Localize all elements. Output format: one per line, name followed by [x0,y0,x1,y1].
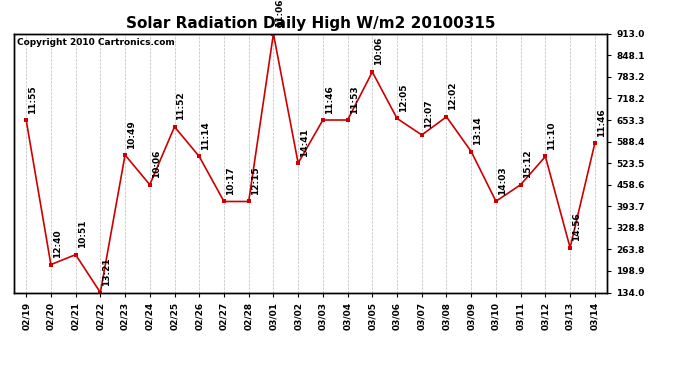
Text: 13:14: 13:14 [473,116,482,145]
Text: 10:51: 10:51 [77,220,86,248]
Text: 12:05: 12:05 [399,84,408,112]
Text: 11:46: 11:46 [325,85,334,114]
Text: 11:55: 11:55 [28,85,37,114]
Text: 10:06: 10:06 [152,150,161,178]
Text: 14:41: 14:41 [300,128,309,157]
Text: 13:21: 13:21 [102,257,111,286]
Text: 11:06: 11:06 [275,0,284,27]
Text: 11:52: 11:52 [177,92,186,120]
Text: 12:40: 12:40 [53,230,62,258]
Text: 10:17: 10:17 [226,166,235,195]
Text: 15:12: 15:12 [522,150,531,178]
Text: 14:03: 14:03 [498,166,507,195]
Text: 11:14: 11:14 [201,121,210,150]
Text: 10:49: 10:49 [127,120,136,148]
Text: 12:15: 12:15 [250,166,259,195]
Text: 14:56: 14:56 [572,213,581,241]
Text: 12:02: 12:02 [448,82,457,110]
Text: 12:07: 12:07 [424,100,433,129]
Text: 11:53: 11:53 [350,85,359,114]
Text: 10:06: 10:06 [374,37,383,66]
Text: Copyright 2010 Cartronics.com: Copyright 2010 Cartronics.com [17,38,175,46]
Text: 11:46: 11:46 [597,108,606,137]
Text: 11:10: 11:10 [547,122,556,150]
Title: Solar Radiation Daily High W/m2 20100315: Solar Radiation Daily High W/m2 20100315 [126,16,495,31]
